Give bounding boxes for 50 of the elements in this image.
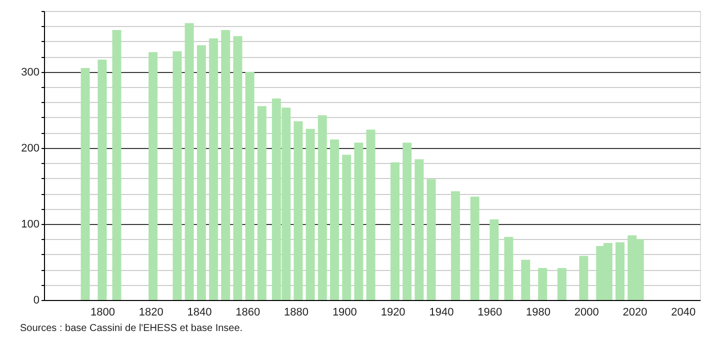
bar [557,268,566,300]
x-tick-label: 1900 [332,306,357,318]
bar [414,159,424,300]
x-tick-label: 1860 [236,306,260,318]
bar [184,23,194,300]
bar [450,191,460,300]
bar [330,140,339,300]
bar [148,52,158,300]
bar [354,142,364,300]
bar [221,30,230,300]
y-tick-label: 100 [21,218,40,230]
bar [538,268,548,300]
bar [504,236,514,300]
x-tick-label: 1880 [284,306,309,318]
bar [426,179,436,300]
bar [342,154,352,300]
y-tick-label: 300 [21,66,40,78]
bar [257,106,266,300]
x-tick-label: 1820 [138,306,164,318]
x-tick-label: 2020 [622,306,648,318]
bar [306,128,315,300]
bar [98,60,107,300]
x-tick-label: 1940 [429,306,454,318]
bar [209,38,218,300]
bar [615,242,624,300]
x-tick-label: 1840 [187,306,212,318]
x-tick-label: 1980 [526,306,550,318]
y-tick-label: 0 [33,294,40,306]
bar [80,68,90,300]
bar [470,196,480,300]
x-tick-label: 2000 [574,306,599,318]
bar [112,30,122,300]
bar [390,162,400,300]
x-tick-label: 1800 [90,306,115,318]
bar [245,72,254,300]
x-tick-label: 2040 [671,306,696,318]
bar [233,36,242,300]
bar [294,121,303,300]
bar [172,51,182,300]
x-tick-label: 1960 [478,306,502,318]
bar [318,115,327,300]
bar [402,142,412,300]
bar [366,130,376,300]
bar [521,260,530,300]
x-tick-label: 1920 [380,306,406,318]
bar [196,45,206,300]
source-note: Sources : base Cassini de l'EHESS et base Insee. [20,323,243,334]
bar [490,219,499,300]
bar [579,256,588,300]
y-tick-label: 200 [21,142,40,154]
